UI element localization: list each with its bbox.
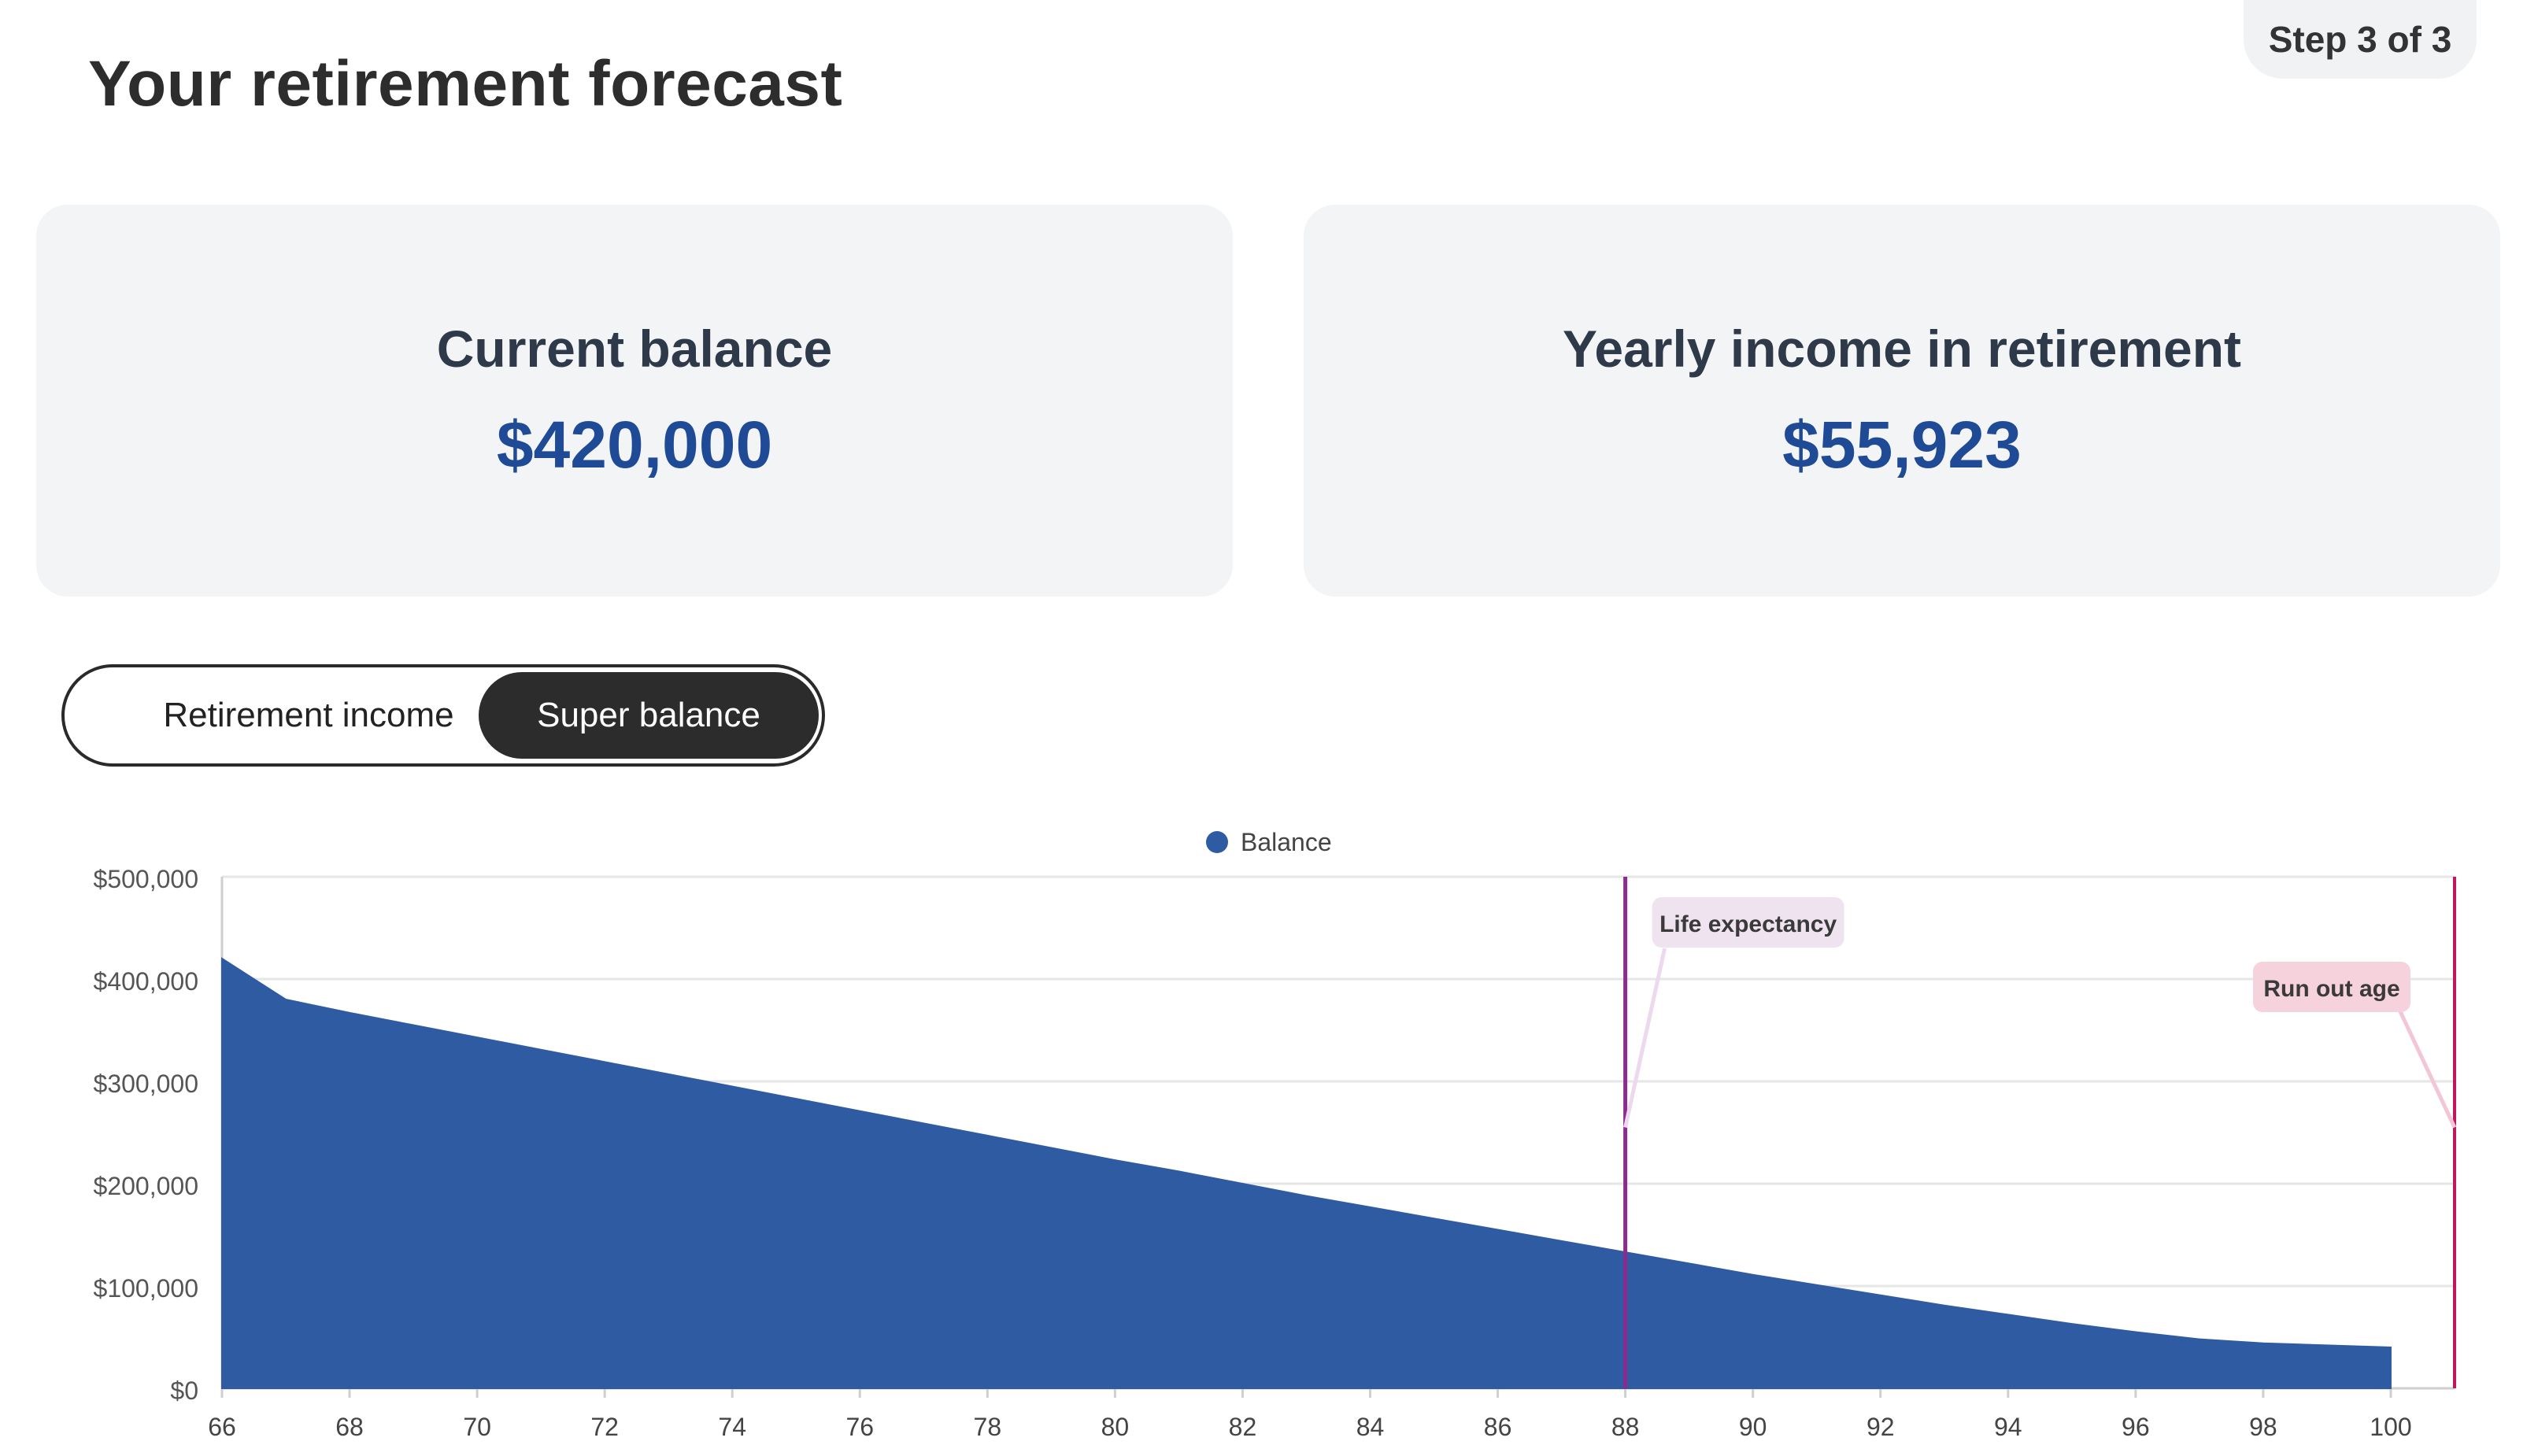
legend-label-balance: Balance (1241, 828, 1332, 856)
x-tick-label: 66 (208, 1413, 236, 1441)
x-tick-label: 96 (2122, 1413, 2150, 1441)
x-tick-label: 78 (974, 1413, 1002, 1441)
y-tick-label: $200,000 (94, 1172, 198, 1200)
life-expectancy-connector (1623, 948, 1667, 1129)
x-tick-label: 98 (2249, 1413, 2277, 1441)
balance-area (221, 957, 2392, 1389)
x-tick-label: 70 (463, 1413, 491, 1441)
x-tick-label: 100 (2370, 1413, 2411, 1441)
super-balance-toggle[interactable]: Super balance (479, 672, 819, 759)
legend-dot-balance (1206, 831, 1228, 853)
x-tick-label: 86 (1484, 1413, 1512, 1441)
current-balance-value: $420,000 (496, 407, 773, 482)
x-tick-label: 94 (1994, 1413, 2022, 1441)
y-tick-label: $100,000 (94, 1274, 198, 1303)
life-expectancy-label: Life expectancy (1659, 911, 1837, 937)
x-tick-label: 82 (1229, 1413, 1257, 1441)
retirement-income-toggle[interactable]: Retirement income (163, 696, 454, 734)
y-tick-label: $400,000 (94, 967, 198, 996)
run-out-age-label-bg (2253, 962, 2410, 1012)
life-expectancy-label-bg (1652, 897, 1844, 948)
page-title: Your retirement forecast (88, 48, 843, 120)
step-badge: Step 3 of 3 (2244, 0, 2477, 79)
yearly-income-value: $55,923 (1782, 407, 2022, 482)
super-balance-chart: $0 $100,000 $200,000 $300,000 $400,000 $500,0… (0, 803, 2538, 1456)
run-out-age-label: Run out age (2263, 976, 2399, 1002)
y-tick-label: $300,000 (94, 1070, 198, 1098)
y-tick-label: $0 (170, 1377, 198, 1405)
x-tick-label: 92 (1867, 1413, 1895, 1441)
x-tick-label: 68 (335, 1413, 364, 1441)
x-tick-label: 84 (1356, 1413, 1385, 1441)
run-out-age-connector (2397, 1008, 2457, 1129)
y-tick-label: $500,000 (94, 865, 198, 893)
x-tick-label: 72 (590, 1413, 619, 1441)
x-tick-label: 88 (1611, 1413, 1640, 1441)
current-balance-label: Current balance (436, 319, 833, 378)
x-tick-label: 76 (845, 1413, 874, 1441)
x-tick-label: 74 (718, 1413, 746, 1441)
yearly-income-card: Yearly income in retirement $55,923 (1304, 205, 2500, 597)
step-badge-label: Step 3 of 3 (2268, 19, 2452, 60)
chart-view-toggle: Retirement income Super balance (61, 664, 825, 767)
x-tick-label: 80 (1101, 1413, 1130, 1441)
chart-svg: $0 $100,000 $200,000 $300,000 $400,000 $500,0… (94, 828, 2457, 1441)
x-tick-label: 90 (1739, 1413, 1767, 1441)
current-balance-card: Current balance $420,000 (36, 205, 1233, 597)
yearly-income-label: Yearly income in retirement (1562, 319, 2242, 378)
